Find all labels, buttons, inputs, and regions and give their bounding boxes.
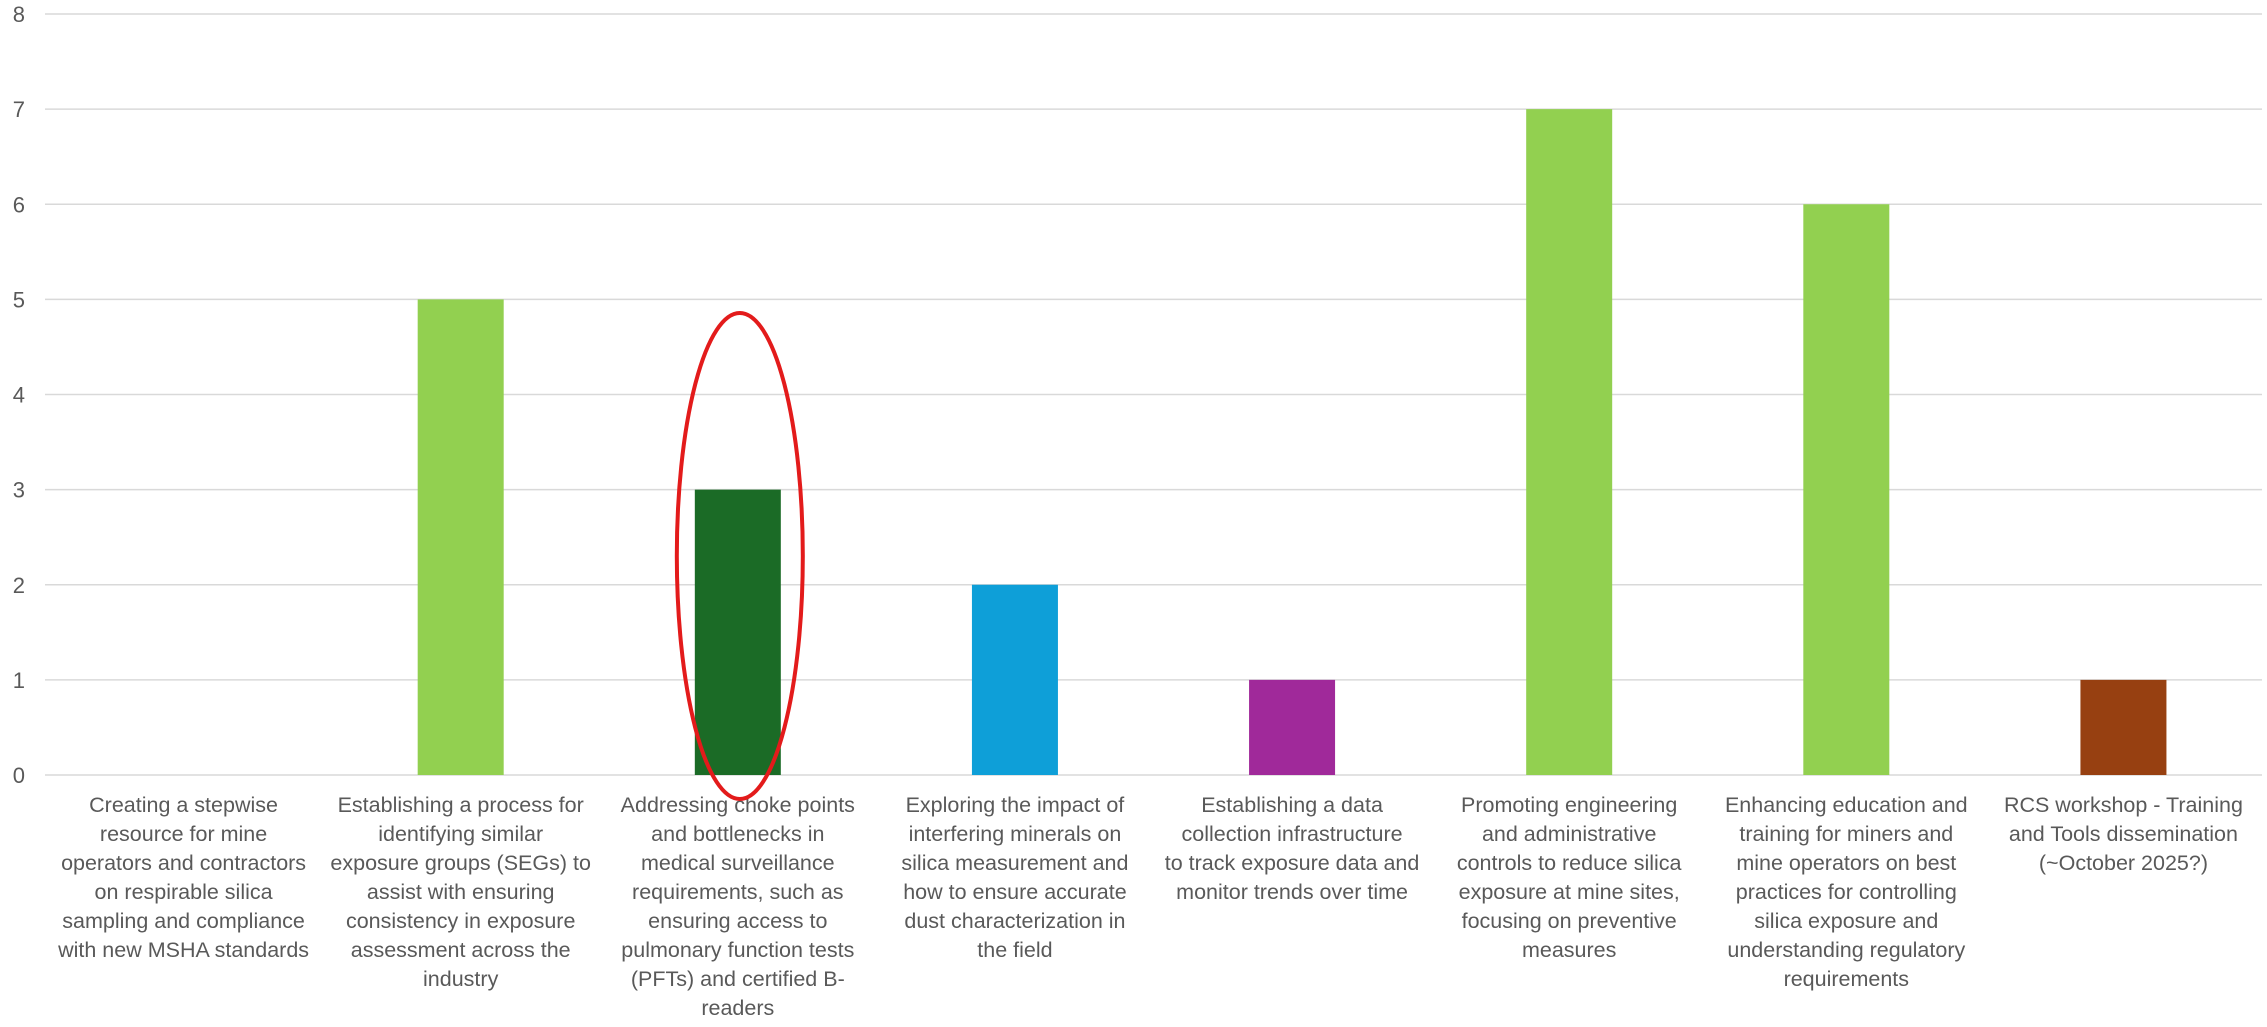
bar [1249, 679, 1336, 775]
x-tick-label: Exploring the impact of interfering miner… [901, 793, 1128, 962]
annotations [674, 311, 805, 801]
x-tick-label: Establishing a process for identifying si… [330, 793, 591, 991]
x-axis-labels: Creating a stepwise resource for mine oper… [57, 793, 2243, 1020]
bar [694, 489, 781, 775]
y-tick-label: 3 [13, 478, 25, 503]
x-tick-label: Enhancing education and training for mine… [1725, 793, 1968, 991]
y-tick-label: 1 [13, 668, 25, 693]
bar [1803, 204, 1890, 775]
highlight-ellipse [674, 311, 805, 801]
bar [1526, 109, 1613, 775]
y-tick-label: 5 [13, 287, 25, 312]
x-tick-label: RCS workshop - Training and Tools dissemi… [2004, 793, 2243, 875]
y-tick-label: 2 [13, 573, 25, 598]
bar [417, 299, 504, 775]
x-tick-label: Promoting engineering and administrative c… [1457, 793, 1682, 962]
y-tick-label: 0 [13, 763, 25, 788]
x-tick-label: Establishing a data collection infrastruc… [1165, 793, 1420, 904]
y-axis-ticks: 0 1 2 3 4 5 6 7 8 [13, 2, 25, 788]
bar [2080, 679, 2167, 775]
y-tick-label: 8 [13, 2, 25, 27]
y-tick-label: 7 [13, 97, 25, 122]
bar [971, 584, 1058, 775]
bars [417, 109, 2167, 775]
x-tick-label: Creating a stepwise resource for mine oper… [57, 793, 309, 962]
x-tick-label: Addressing choke points and bottlenecks i… [621, 793, 855, 1020]
y-tick-label: 4 [13, 383, 25, 408]
gridlines [45, 13, 2262, 776]
y-tick-label: 6 [13, 192, 25, 217]
